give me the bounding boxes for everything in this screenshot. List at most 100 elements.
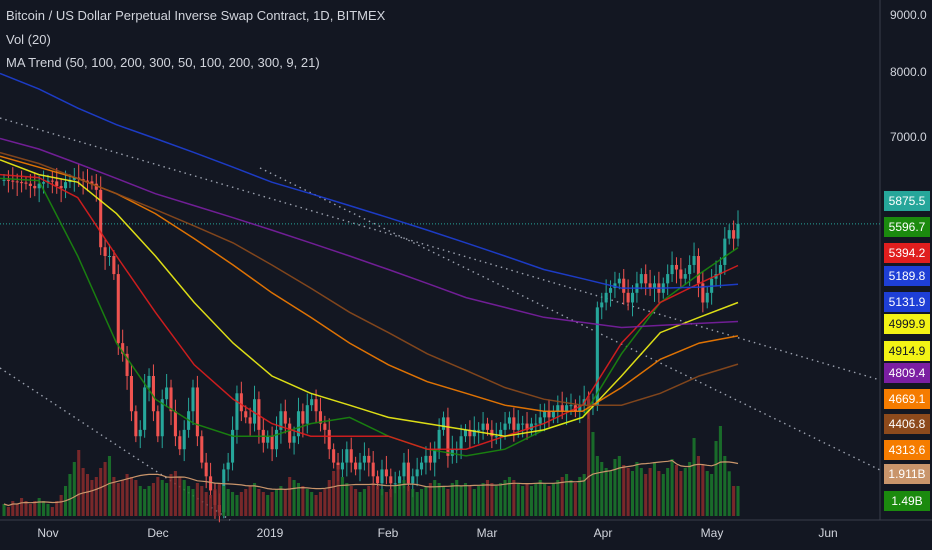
- candle-body: [125, 353, 129, 376]
- volume-bar: [15, 504, 19, 516]
- candle-body: [556, 405, 560, 412]
- volume-bar: [406, 486, 410, 516]
- candle-body: [652, 283, 657, 289]
- volume-bar: [94, 477, 98, 516]
- ma-line-3: [0, 159, 739, 437]
- volume-bar: [604, 468, 608, 516]
- candle-body: [354, 462, 358, 470]
- candle-body: [701, 283, 705, 303]
- candle-body: [411, 476, 415, 484]
- candle-body: [327, 429, 331, 450]
- candle-body: [644, 274, 648, 284]
- candle-body: [323, 423, 327, 430]
- candle-body: [121, 343, 125, 354]
- volume-bar: [411, 489, 415, 516]
- x-tick-label: Dec: [147, 526, 169, 540]
- candle-body: [670, 264, 674, 275]
- volume-bar: [266, 495, 270, 516]
- volume-bar: [257, 489, 261, 516]
- x-tick-label: 2019: [256, 526, 284, 540]
- y-tick-label: 9000.0: [890, 7, 927, 22]
- trendline-lower: [0, 367, 231, 521]
- candle-body: [529, 423, 533, 430]
- candle-body: [499, 429, 503, 437]
- volume-bar: [652, 462, 657, 516]
- volume-bar: [727, 471, 731, 516]
- volume-bar: [459, 486, 463, 516]
- volume-bar: [235, 495, 239, 516]
- volume-bar: [50, 507, 54, 516]
- volume-bar: [450, 483, 454, 516]
- price-badge: 4809.4: [884, 363, 930, 383]
- candle-body: [736, 223, 740, 239]
- ma-line-5: [0, 151, 739, 406]
- ma-line-1: [0, 177, 739, 457]
- candle-body: [362, 455, 366, 463]
- candle-body: [534, 423, 538, 425]
- volume-bar: [37, 498, 41, 516]
- candle-body: [648, 283, 652, 289]
- candle-body: [332, 449, 336, 463]
- volume-bar: [639, 468, 643, 516]
- candle-body: [626, 292, 630, 303]
- volume-bar: [332, 471, 336, 516]
- volume-bar: [389, 489, 393, 516]
- volume-indicator-label[interactable]: Vol (20): [6, 31, 51, 47]
- candle-body: [37, 183, 41, 189]
- volume-bar: [165, 483, 169, 516]
- x-tick-label: Jun: [818, 526, 838, 540]
- volume-bar: [11, 501, 15, 516]
- volume-bar: [371, 483, 375, 516]
- candle-body: [11, 180, 15, 182]
- volume-bar: [573, 483, 577, 516]
- candle-body: [622, 278, 626, 293]
- volume-bar: [222, 486, 226, 516]
- volume-bar: [420, 489, 424, 516]
- candle-body: [6, 179, 10, 181]
- volume-bar: [736, 486, 740, 516]
- trendline-middle: [259, 167, 881, 471]
- symbol-title[interactable]: Bitcoin / US Dollar Perpetual Inverse Sw…: [6, 8, 386, 23]
- candle-body: [33, 185, 37, 189]
- volume-bar: [547, 486, 551, 516]
- candle-body: [569, 405, 573, 407]
- volume-bar: [187, 486, 191, 516]
- candle-body: [578, 405, 582, 412]
- volume-bar: [393, 486, 397, 516]
- candle-body: [393, 483, 397, 485]
- candle-body: [543, 411, 547, 418]
- candle-body: [134, 411, 138, 437]
- volume-bar: [569, 480, 573, 516]
- candle-body: [191, 387, 195, 412]
- volume-bar: [433, 480, 437, 516]
- candle-body: [463, 429, 468, 437]
- volume-bar: [244, 489, 248, 516]
- candle-body: [204, 462, 208, 477]
- volume-bar: [648, 468, 652, 516]
- volume-bar: [481, 483, 485, 516]
- volume-bar: [85, 474, 90, 516]
- volume-bar: [696, 456, 700, 516]
- candle-body: [384, 469, 388, 477]
- candle-body: [459, 436, 463, 450]
- candle-body: [107, 256, 112, 258]
- volume-bar: [59, 495, 63, 516]
- candle-body: [112, 256, 116, 275]
- candle-body: [595, 307, 599, 406]
- volume-bar: [292, 480, 296, 516]
- volume-bar: [160, 480, 164, 516]
- volume-bar: [723, 456, 727, 516]
- volume-bar: [24, 501, 28, 516]
- candle-body: [15, 181, 19, 183]
- volume-bar: [77, 450, 81, 516]
- volume-bar: [551, 483, 555, 516]
- candle-body: [50, 180, 54, 182]
- candle-body: [420, 462, 424, 470]
- ma-trend-indicator-label[interactable]: MA Trend (50, 100, 200, 300, 50, 100, 20…: [6, 55, 320, 70]
- volume-bar: [147, 486, 151, 516]
- volume-bar: [692, 438, 696, 516]
- volume-bar: [323, 489, 327, 516]
- volume-bar: [595, 456, 599, 516]
